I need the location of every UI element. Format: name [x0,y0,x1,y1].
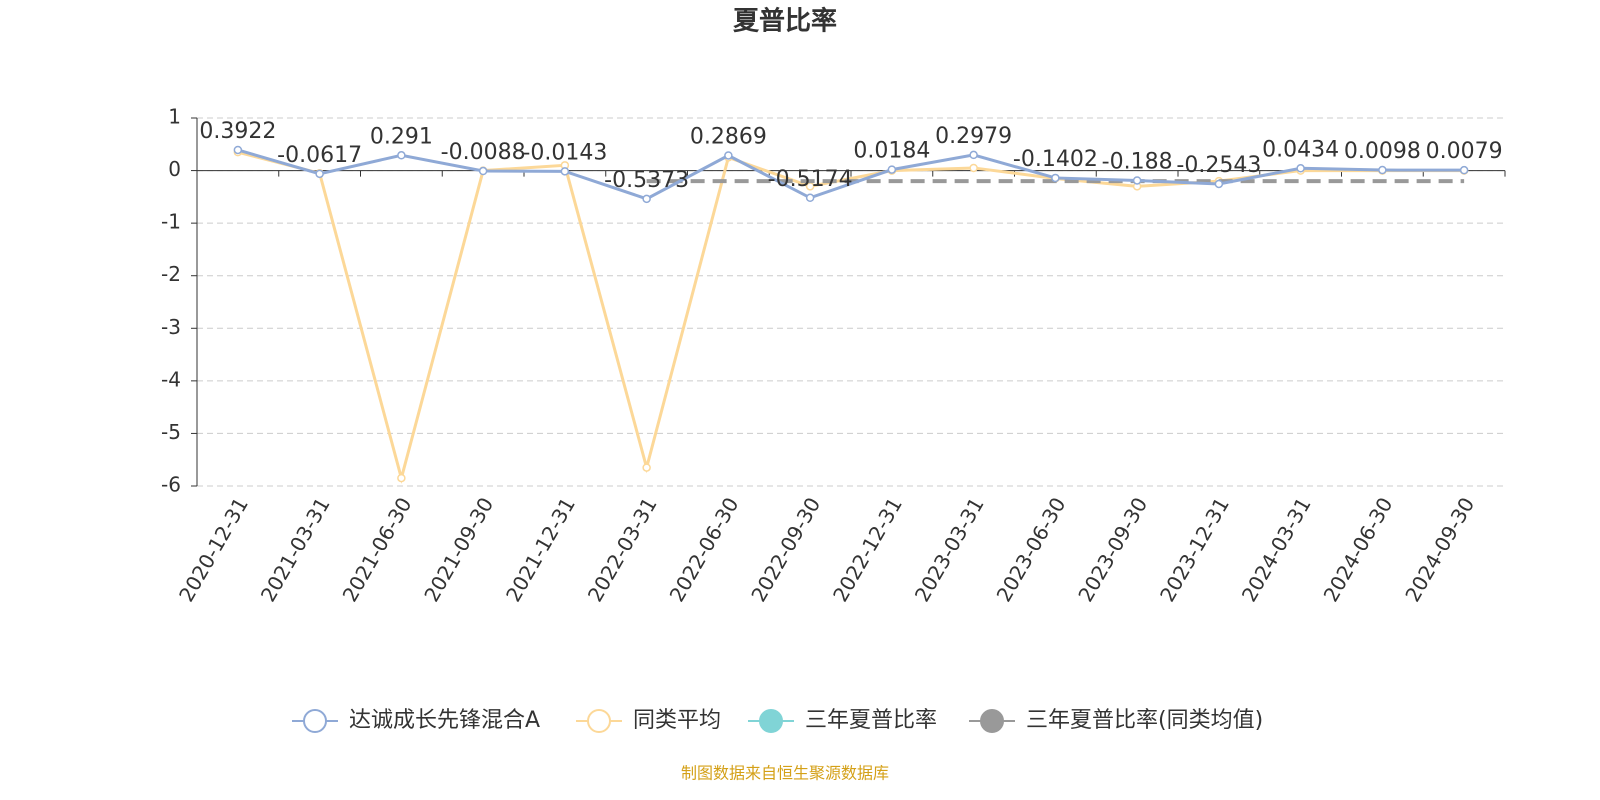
x-tick-label: 2022-12-31 [828,493,907,606]
point [397,473,406,483]
series-line [237,150,1465,484]
x-tick-label: 2023-09-30 [1073,493,1152,606]
x-tick-label: 2022-09-30 [746,493,825,606]
point [1132,176,1142,185]
y-tick-label: -2 [161,262,181,286]
data-label: -0.0617 [277,143,362,168]
x-tick-label: 2022-03-31 [583,493,662,606]
point [642,194,651,204]
legend-marker [980,709,1004,733]
series-line [237,148,1465,201]
point [724,151,733,160]
data-label: 0.291 [370,124,433,149]
data-label: 0.2869 [690,124,767,149]
point [969,163,978,173]
point [642,463,651,472]
y-tick-label: -6 [161,473,181,497]
point [1378,165,1387,175]
point [805,193,815,203]
legend-label: 三年夏普比率(同类均值) [1026,708,1263,733]
x-tick-label: 2023-12-31 [1155,493,1234,606]
data-label: -0.5373 [604,168,689,193]
legend-item: 达诚成长先锋混合A [292,708,540,733]
legend-marker [759,709,783,733]
point [233,145,243,155]
y-tick-label: -5 [161,420,181,444]
data-label: 0.3922 [199,119,276,144]
y-tick-label: -1 [161,210,181,234]
data-label: 0.0184 [853,139,930,164]
x-tick-label: 2020-12-31 [174,493,253,606]
data-label: 0.2979 [935,124,1012,149]
y-tick-label: -3 [161,315,181,339]
legend-item: 三年夏普比率(同类均值) [969,708,1263,733]
y-tick-label: 0 [168,157,181,181]
data-label: -0.0088 [441,140,526,165]
legend-label: 三年夏普比率 [805,708,937,733]
data-label: -0.1402 [1013,147,1098,172]
x-tick-label: 2023-03-31 [910,493,989,606]
point [1296,164,1305,173]
x-tick-label: 2021-09-30 [419,493,498,606]
data-label: 0.0098 [1344,139,1421,164]
data-label: 0.0079 [1426,139,1503,164]
x-tick-label: 2024-03-31 [1237,493,1316,606]
point [478,166,488,176]
point [560,167,570,176]
x-tick-label: 2021-03-31 [256,493,335,606]
legend-label: 同类平均 [633,708,721,733]
y-tick-label: -4 [161,367,181,391]
legend-marker [303,709,327,733]
data-label: -0.2543 [1176,153,1261,178]
data-label: -0.5174 [768,167,853,192]
legend-item: 三年夏普比率 [748,708,937,733]
data-label: 0.0434 [1262,137,1339,162]
x-tick-label: 2023-06-30 [992,493,1071,606]
data-label: -0.0143 [522,140,607,165]
point [1214,179,1224,189]
point [1051,173,1060,183]
x-tick-label: 2024-09-30 [1400,493,1479,606]
y-tick-label: 1 [168,105,181,129]
x-tick-label: 2021-06-30 [338,493,417,606]
legend-item: 同类平均 [576,708,721,733]
legend-label: 达诚成长先锋混合A [349,708,540,733]
point [1459,165,1469,175]
x-tick-label: 2024-06-30 [1319,493,1398,606]
point [397,151,406,160]
data-label: -0.188 [1102,149,1173,174]
x-tick-label: 2022-06-30 [665,493,744,606]
x-tick-label: 2021-12-31 [501,493,580,606]
legend-marker [587,709,611,733]
point [969,150,978,160]
point [315,169,324,179]
point [887,165,897,174]
chart-title: 夏普比率 [733,6,837,37]
source-note: 制图数据来自恒生聚源数据库 [681,764,889,783]
